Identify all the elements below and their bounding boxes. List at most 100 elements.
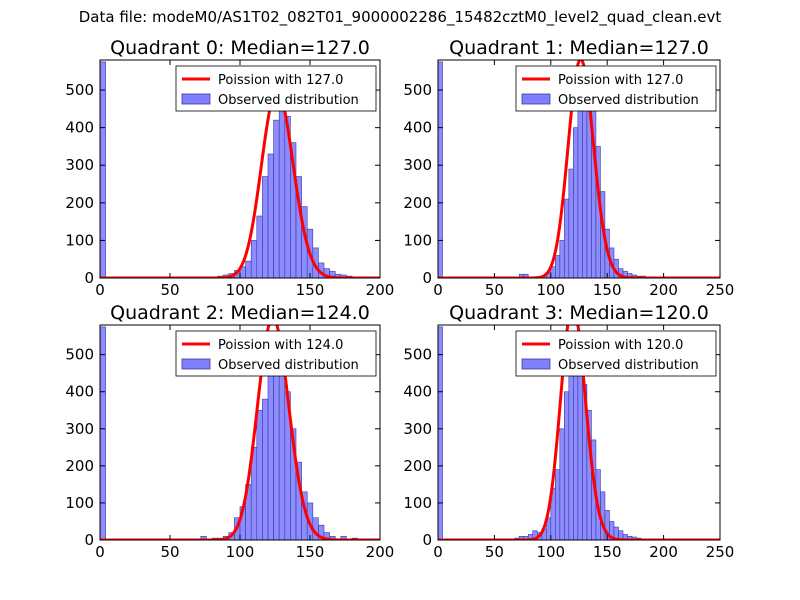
y-tick-label: 500	[403, 81, 432, 99]
histogram-bar	[245, 260, 252, 278]
legend-label-poisson: Poission with 120.0	[558, 338, 683, 353]
y-tick-label: 400	[403, 119, 432, 137]
y-tick-label: 200	[403, 457, 432, 475]
x-tick-label: 150	[593, 543, 622, 561]
x-tick-label: 150	[296, 543, 325, 561]
x-tick-label: 200	[366, 543, 395, 561]
legend: Poission with 120.0 Observed distribution	[515, 330, 717, 377]
legend-label-observed: Observed distribution	[558, 358, 699, 373]
legend-label-observed: Observed distribution	[558, 93, 699, 108]
histogram-bar	[568, 168, 574, 278]
y-tick-label: 100	[403, 231, 432, 249]
subplot-1: 0 50 100 150 200 250 0 100 200 300 400 500 Quadrant …	[403, 37, 734, 299]
x-tick-label: 50	[160, 543, 179, 561]
legend-label-observed: Observed distribution	[218, 93, 359, 108]
y-tick-label: 200	[403, 194, 432, 212]
histogram-bar	[100, 326, 106, 540]
histogram-bar	[256, 409, 263, 540]
poisson-curve	[438, 60, 720, 278]
y-tick-label: 500	[65, 346, 94, 364]
histogram-bar	[577, 354, 583, 540]
histogram-bar	[523, 273, 529, 278]
subplot-2: 0 50 100 150 200 0 100 200 300 400 500 Quadrant 2: …	[65, 302, 394, 561]
y-tick-label: 100	[65, 494, 94, 512]
x-tick-label: 200	[649, 543, 678, 561]
axes-frame	[437, 324, 721, 541]
legend: Poission with 127.0 Observed distribution	[175, 65, 377, 112]
y-tick-label: 100	[65, 231, 94, 249]
x-tick-label: 100	[226, 281, 255, 299]
y-tick-label: 200	[65, 194, 94, 212]
histogram-bar	[564, 198, 570, 278]
y-tick-label: 500	[403, 346, 432, 364]
legend-bar-swatch	[181, 93, 211, 105]
subplot-title: Quadrant 0: Median=127.0	[110, 37, 370, 59]
x-tick-label: 100	[536, 281, 565, 299]
subplot-title: Quadrant 3: Median=120.0	[449, 302, 709, 324]
subplot-3: 0 50 100 150 200 250 0 100 200 300 400 500 Quadrant …	[403, 302, 734, 561]
x-tick-label: 100	[536, 543, 565, 561]
x-tick-label: 0	[433, 281, 443, 299]
y-tick-label: 0	[422, 269, 432, 287]
x-tick-label: 250	[706, 281, 735, 299]
histogram-bar	[278, 354, 286, 540]
x-tick-label: 250	[706, 543, 735, 561]
histogram-bar	[262, 398, 269, 540]
legend: Poission with 127.0 Observed distribution	[515, 65, 717, 112]
figure-title: Data file: modeM0/AS1T02_082T01_90000022…	[78, 8, 722, 26]
legend-label-poisson: Poission with 127.0	[558, 73, 683, 88]
histogram-bar	[559, 428, 565, 540]
y-tick-label: 400	[403, 383, 432, 401]
x-tick-label: 150	[593, 281, 622, 299]
y-tick-label: 400	[65, 383, 94, 401]
y-tick-label: 500	[65, 81, 94, 99]
histogram-bar	[573, 127, 579, 278]
axes-frame	[437, 59, 721, 279]
histogram-bar	[267, 153, 274, 278]
subplot-0: 0 50 100 150 200 0 100 200 300 400 500 Quadrant 0: …	[65, 37, 394, 299]
histogram-bar	[577, 93, 583, 278]
legend: Poission with 124.0 Observed distribution	[175, 330, 377, 377]
poisson-curve	[100, 88, 380, 278]
x-tick-label: 0	[95, 543, 105, 561]
histogram-bar	[262, 176, 269, 278]
y-tick-label: 300	[65, 420, 94, 438]
subplot-title: Quadrant 1: Median=127.0	[449, 37, 709, 59]
histogram-bar	[256, 215, 263, 278]
legend-label-observed: Observed distribution	[218, 358, 359, 373]
y-tick-label: 300	[65, 156, 94, 174]
histogram-bar	[273, 119, 280, 278]
y-tick-label: 400	[65, 119, 94, 137]
histogram-bar	[555, 469, 561, 540]
y-tick-label: 0	[84, 269, 94, 287]
x-tick-label: 0	[95, 281, 105, 299]
histogram-bar	[568, 358, 574, 540]
x-tick-label: 0	[433, 543, 443, 561]
x-tick-label: 200	[649, 281, 678, 299]
y-tick-label: 0	[422, 531, 432, 549]
x-tick-label: 100	[226, 543, 255, 561]
histogram-bar	[564, 391, 570, 540]
legend-bar-swatch	[521, 93, 551, 105]
subplot-title: Quadrant 2: Median=124.0	[110, 302, 370, 324]
y-tick-label: 300	[403, 156, 432, 174]
legend-label-poisson: Poission with 127.0	[218, 73, 343, 88]
x-tick-label: 50	[485, 281, 504, 299]
histogram-bar	[559, 240, 565, 278]
legend-bar-swatch	[181, 358, 211, 370]
y-tick-label: 100	[403, 494, 432, 512]
histogram-bar	[555, 255, 561, 278]
histogram-bar	[100, 61, 106, 278]
histogram-bar	[250, 240, 258, 278]
x-tick-label: 150	[296, 281, 325, 299]
histogram-bar	[438, 326, 443, 540]
histogram-bar	[438, 61, 443, 278]
legend-bar-swatch	[521, 358, 551, 370]
x-tick-label: 200	[366, 281, 395, 299]
legend-label-poisson: Poission with 124.0	[218, 338, 343, 353]
histogram-bar	[267, 354, 274, 540]
y-tick-label: 200	[65, 457, 94, 475]
y-tick-label: 300	[403, 420, 432, 438]
x-tick-label: 50	[160, 281, 179, 299]
